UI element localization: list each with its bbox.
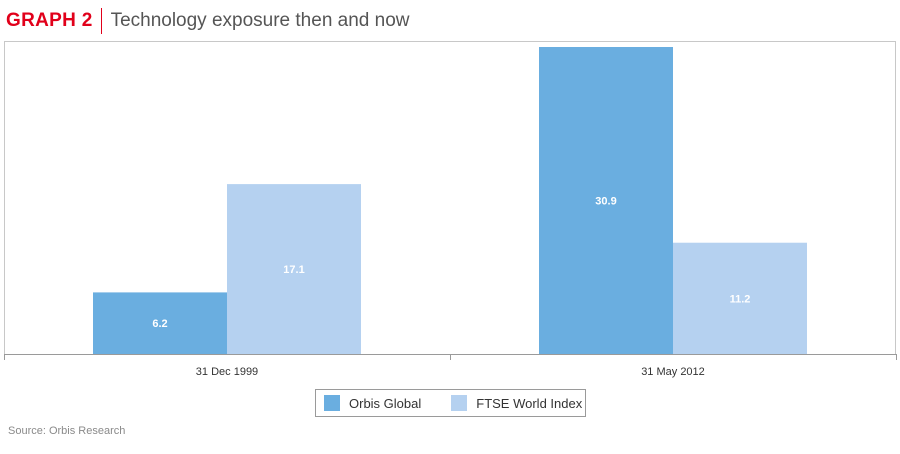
data-label-ftse-world-index-2: 11.2	[730, 293, 751, 305]
bar-ftse-world-index-1	[227, 184, 361, 354]
data-label-orbis-global-1: 6.2	[152, 318, 167, 330]
data-label-ftse-world-index-1: 17.1	[283, 264, 304, 276]
legend-swatch-orbis-global	[324, 395, 340, 411]
legend-item-ftse-world-index: FTSE World Index	[451, 395, 582, 411]
chart-header: GRAPH 2 Technology exposure then and now	[6, 6, 410, 36]
legend-swatch-ftse-world-index	[451, 395, 468, 411]
data-label-orbis-global-2: 30.9	[595, 196, 616, 208]
legend-label-ftse-world-index: FTSE World Index	[476, 395, 583, 411]
graph-number-label: GRAPH 2	[6, 10, 93, 31]
bar-ftse-world-index-2	[673, 242, 807, 354]
legend-label-orbis-global: Orbis Global	[349, 395, 422, 411]
bars-group: 6.2 17.1 30.9 11.2	[93, 47, 807, 354]
source-note: Source: Orbis Research	[8, 425, 126, 437]
header-divider	[100, 8, 102, 34]
x-axis: 31 Dec 1999 31 May 2012	[4, 354, 897, 378]
bar-orbis-global-1	[93, 292, 227, 354]
bar-orbis-global-2	[539, 47, 673, 354]
chart-title: Technology exposure then and now	[110, 10, 410, 31]
legend: Orbis Global FTSE World Index	[315, 389, 586, 417]
x-tick-label-1: 31 Dec 1999	[196, 366, 258, 378]
x-tick-label-2: 31 May 2012	[641, 366, 705, 378]
legend-item-orbis-global: Orbis Global	[324, 395, 421, 411]
